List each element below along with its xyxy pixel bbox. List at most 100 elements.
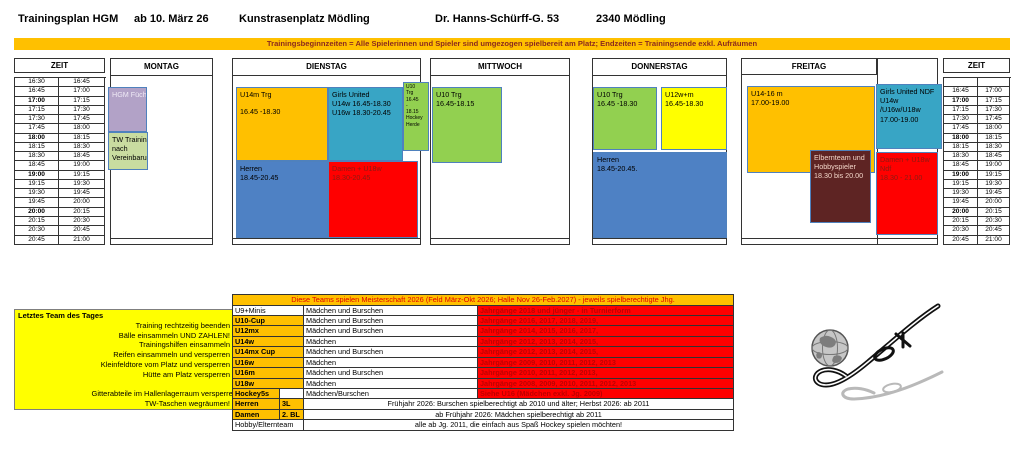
time-row: 17:00 17:15 <box>944 96 1011 106</box>
time-row: 17:15 17:30 <box>15 105 106 116</box>
session-block-line: 18.15 <box>406 109 419 115</box>
table-row: U16w Mädchen Jahrgänge 2009, 2010, 2011, 2… <box>233 357 734 369</box>
time-cell: 19:00 <box>15 170 59 180</box>
time-row: 20:45 21:00 <box>944 235 1011 245</box>
session-block-line: Girls United NDF <box>880 87 935 96</box>
time-row: 20:30 20:45 <box>15 226 106 236</box>
checklist-line: Training rechtzeitig beenden <box>135 320 230 330</box>
session-block-line: Elbernteam und <box>814 153 865 162</box>
table-cell: Mädchen und Burschen <box>304 315 478 327</box>
time-cell: 20:15 <box>15 216 59 227</box>
time-row: 19:15 19:30 <box>944 179 1011 190</box>
venue-address: Dr. Hanns-Schürff-G. 53 <box>435 13 560 25</box>
time-cell <box>978 78 1010 88</box>
time-cell: 16:45 <box>944 87 978 97</box>
time-cell: 20:45 <box>59 226 105 236</box>
table-cell: Jahrgänge 2014, 2015, 2016, 2017, <box>478 326 734 337</box>
zeit-header-left: ZEIT <box>14 58 105 73</box>
table-footer-line <box>233 238 420 239</box>
session-block-line: 17.00-19.00 <box>880 114 919 124</box>
time-row: 20:30 20:45 <box>944 226 1011 236</box>
time-cell: 20:30 <box>944 226 978 236</box>
session-block-line: - <box>406 102 408 109</box>
table-cell: Jahrgänge 2009, 2010, 2011, 2012, 2013 <box>478 357 734 369</box>
time-row: 19:00 19:15 <box>15 170 106 180</box>
time-cell: 20:00 <box>59 198 105 208</box>
time-cell: 19:45 <box>59 189 105 199</box>
time-row: 18:15 18:30 <box>15 142 106 153</box>
checklist-line: Hütte am Platz versperren <box>142 369 230 379</box>
time-cell: 19:45 <box>978 189 1010 199</box>
session-block-line: HGM Füchse <box>112 90 147 99</box>
time-row: 17:00 17:15 <box>15 96 106 106</box>
session-block-line: 16.45 <box>406 96 419 103</box>
time-row: 20:15 20:30 <box>15 216 106 227</box>
time-cell: 20:15 <box>944 216 978 227</box>
session-block-line: 17.00-19.00 <box>751 98 790 108</box>
time-cell: 18:00 <box>978 124 1010 134</box>
time-cell: 17:30 <box>15 115 59 125</box>
table-cell: Mädchen und Burschen <box>304 326 478 337</box>
session-block-hgm-fuechse: HGM Füchse <box>108 87 147 132</box>
table-cell: Damen <box>233 409 280 421</box>
session-block-line: U10 Trg <box>436 90 462 99</box>
freitag-column-divider <box>877 59 878 244</box>
time-cell: 20:00 <box>978 198 1010 208</box>
table-cell: U16w <box>233 357 304 369</box>
time-cell: 20:30 <box>15 226 59 236</box>
time-cell: 17:30 <box>59 105 105 116</box>
table-row: U9+Minis Mädchen und Burschen Jahrgänge 20… <box>233 305 734 316</box>
table-footer-line <box>111 238 212 239</box>
table-cell: Mädchen und Burschen <box>304 368 478 379</box>
table-cell: U14mx Cup <box>233 347 304 358</box>
session-block-line <box>240 99 324 107</box>
session-block-line: U16w 18.30-20.45 <box>332 108 391 118</box>
session-block-line: U14w 16.45-18.30 <box>332 99 391 109</box>
session-block-line: Hockey <box>406 115 423 122</box>
table-footer-line <box>742 238 937 239</box>
time-row: 18:00 18:15 <box>15 133 106 143</box>
time-cell: 20:00 <box>15 207 59 217</box>
time-cell: 19:15 <box>978 170 1010 180</box>
time-cell: 18:00 <box>15 133 59 143</box>
page-title: Trainingsplan HGM <box>18 13 119 25</box>
session-block-line: 18.45-20.45 <box>240 173 279 183</box>
time-row: 17:30 17:45 <box>944 115 1011 125</box>
checklist-line: Letztes Team des Tages <box>18 311 104 320</box>
time-cell: 17:45 <box>978 115 1010 125</box>
time-rows-right: 16:45 17:00 17:00 17:15 17:15 17:30 17:30 17:45… <box>943 77 1011 245</box>
time-row: 19:30 19:45 <box>15 189 106 199</box>
time-cell: 20:00 <box>944 207 978 217</box>
checklist-line: Trainingshilfen einsammeln <box>138 340 230 350</box>
session-block-damen-u18w-ndf-freitag: Damen + U18w Ndf 18.30 - 21.00 <box>876 152 938 235</box>
session-block-elternteam-hobby-freitag: Elbernteam und Hobbyspieler 18.30 bis 20.0… <box>810 150 871 223</box>
session-block-line: U14m Trg <box>240 90 272 99</box>
time-cell: 19:30 <box>944 189 978 199</box>
session-block-tw-training: TW TrainingnachVereinbarung <box>108 132 148 170</box>
time-cell: 17:15 <box>978 96 1010 106</box>
checklist-line: TW-Taschen wegräumen! <box>144 399 230 409</box>
table-cell: 3L <box>280 399 304 410</box>
stick-crossbar <box>894 331 912 349</box>
table-cell: Frühjahr 2026: Burschen spielberechtigt … <box>304 399 734 410</box>
table-cell: ab Frühjahr 2026: Mädchen spielberechtig… <box>304 409 734 421</box>
time-row: 20:45 21:00 <box>15 235 106 245</box>
table-cell: Mädchen <box>304 357 478 369</box>
session-block-line: Hobbyspieler <box>814 162 856 172</box>
time-cell: 17:15 <box>59 96 105 106</box>
time-cell: 17:00 <box>978 87 1010 97</box>
time-cell: 18:15 <box>15 142 59 153</box>
time-row: 19:45 20:00 <box>944 198 1011 208</box>
session-block-line: Herren <box>240 164 262 173</box>
time-cell: 19:15 <box>944 179 978 190</box>
montag-header: MONTAG <box>111 59 212 76</box>
globe-icon <box>811 329 849 367</box>
session-block-line: Trg <box>406 90 414 97</box>
table-cell: Jahrgänge 2016, 2017, 2018, 2019, <box>478 315 734 327</box>
time-row: 18:30 18:45 <box>944 152 1011 162</box>
table-cell <box>280 389 304 400</box>
session-block-line: 18.30 - 21.00 <box>880 173 923 183</box>
time-cell: 19:45 <box>944 198 978 208</box>
stick-shadow-loop <box>882 382 902 394</box>
time-cell: 18:45 <box>978 152 1010 162</box>
